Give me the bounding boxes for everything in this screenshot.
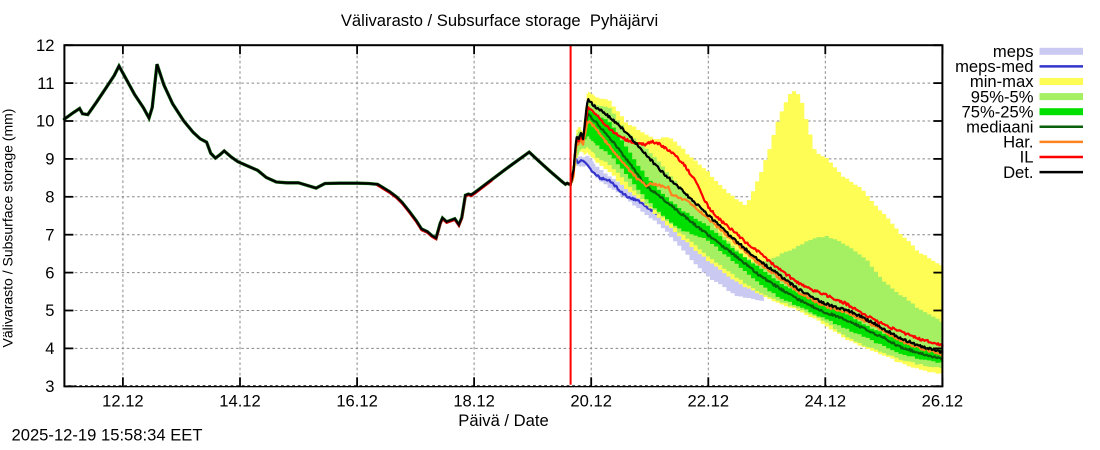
- svg-text:18.12: 18.12: [453, 391, 495, 410]
- svg-text:meps: meps: [993, 42, 1034, 61]
- svg-text:75%-25%: 75%-25%: [962, 102, 1034, 121]
- svg-text:16.12: 16.12: [336, 391, 378, 410]
- svg-text:24.12: 24.12: [805, 391, 847, 410]
- svg-text:3: 3: [45, 377, 54, 396]
- svg-text:7: 7: [45, 225, 54, 244]
- svg-text:5: 5: [45, 301, 54, 320]
- svg-text:4: 4: [45, 339, 54, 358]
- svg-text:mediaani: mediaani: [966, 118, 1033, 137]
- svg-text:26.12: 26.12: [922, 391, 964, 410]
- svg-text:14.12: 14.12: [219, 391, 261, 410]
- svg-text:Välivarasto / Subsurface stora: Välivarasto / Subsurface storage (mm): [0, 109, 16, 348]
- svg-text:12: 12: [36, 36, 54, 55]
- svg-text:Har.: Har.: [1003, 133, 1033, 152]
- svg-text:22.12: 22.12: [688, 391, 730, 410]
- svg-text:Päivä / Date: Päivä / Date: [458, 411, 548, 430]
- svg-text:12.12: 12.12: [102, 391, 144, 410]
- svg-text:9: 9: [45, 150, 54, 169]
- svg-text:95%-5%: 95%-5%: [971, 87, 1034, 106]
- svg-text:Välivarasto / Subsurface stora: Välivarasto / Subsurface storage Pyhäjär…: [341, 11, 658, 30]
- svg-text:meps-med: meps-med: [955, 57, 1033, 76]
- svg-text:10: 10: [36, 112, 54, 131]
- svg-text:11: 11: [37, 74, 54, 93]
- svg-text:IL: IL: [1020, 148, 1034, 167]
- svg-text:8: 8: [45, 188, 54, 207]
- svg-text:2025-12-19 15:58:34 EET: 2025-12-19 15:58:34 EET: [12, 426, 203, 445]
- svg-text:20.12: 20.12: [570, 391, 612, 410]
- svg-text:Det.: Det.: [1003, 163, 1033, 182]
- svg-text:min-max: min-max: [970, 72, 1034, 91]
- svg-text:6: 6: [45, 263, 54, 282]
